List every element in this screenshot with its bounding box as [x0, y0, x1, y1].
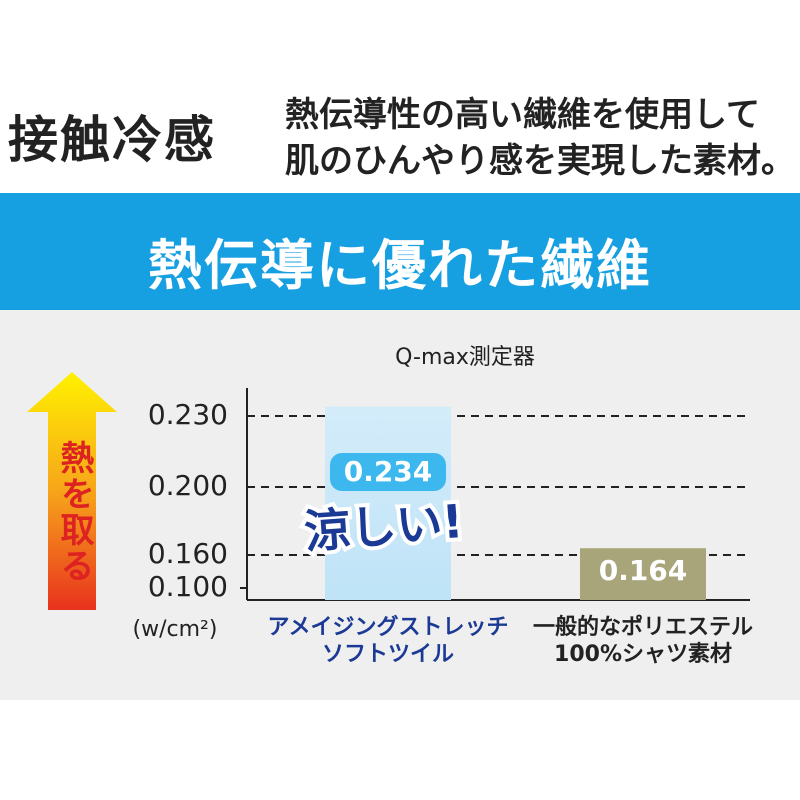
y-tick-label: 0.230: [148, 398, 228, 431]
banner-text: 熱伝導に優れた繊維: [148, 234, 652, 297]
heat-arrow: [27, 372, 117, 610]
value-label-box: [330, 453, 446, 491]
x-tick-label: 一般的なポリエステル 100%シャツ素材: [532, 615, 753, 667]
value-label: 0.234: [344, 455, 433, 488]
chart-title: Q-max測定器: [395, 345, 535, 370]
x-tick-label: アメイジングストレッチ ソフトツイル: [267, 615, 509, 667]
banner: 熱伝導に優れた繊維: [0, 193, 800, 310]
annotation: 涼しい!: [303, 494, 465, 559]
arrow-label: 熱を取る: [54, 440, 94, 584]
header-description: 熱伝導性の高い繊維を使用して 肌のひんやり感を実現した素材。: [285, 95, 795, 181]
value-label: 0.164: [599, 554, 688, 587]
y-axis-label: (w/cm²): [133, 617, 218, 642]
y-tick-label: 0.100: [148, 570, 228, 603]
header-title: 接触冷感: [8, 111, 216, 169]
y-tick-label: 0.200: [148, 469, 228, 502]
bar: [580, 548, 706, 600]
y-tick-label: 0.160: [148, 537, 228, 570]
bar: [325, 406, 451, 600]
